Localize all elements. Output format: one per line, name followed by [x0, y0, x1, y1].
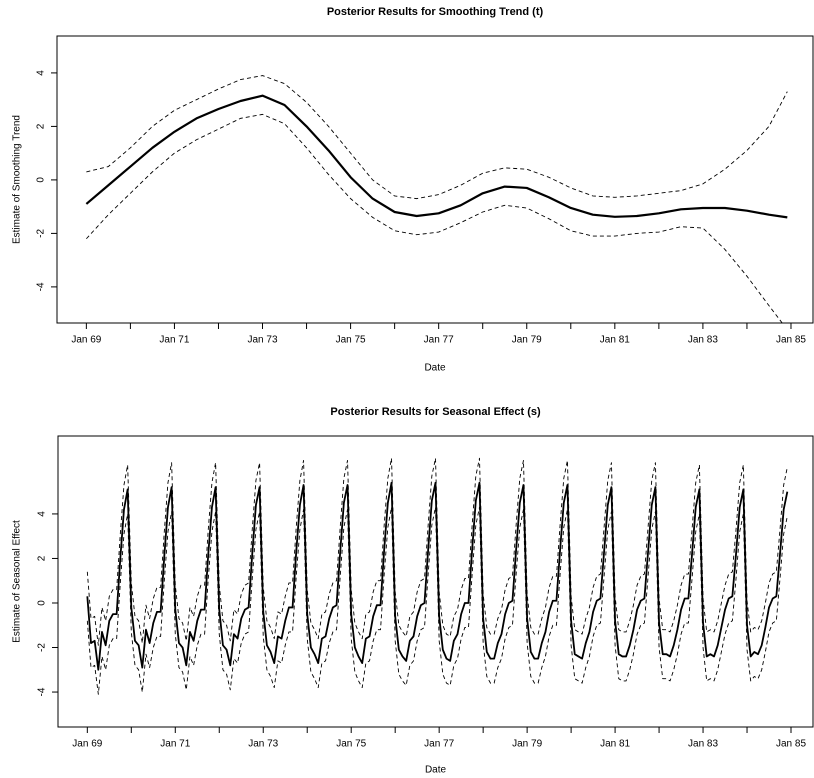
x-tick-label: Jan 81: [600, 739, 630, 750]
x-tick-label: Jan 85: [776, 335, 806, 346]
x-tick-label: Jan 85: [776, 739, 806, 750]
x-tick-label: Jan 77: [424, 335, 454, 346]
y-tick-label: 4: [36, 70, 47, 76]
x-tick-label: Jan 79: [512, 739, 542, 750]
x-tick-label: Jan 69: [72, 739, 102, 750]
y-tick-label: 0: [37, 600, 48, 606]
y-tick-label: -4: [36, 282, 47, 291]
x-tick-label: Jan 71: [160, 739, 190, 750]
x-tick-label: Jan 79: [512, 335, 542, 346]
interval-line: [86, 75, 788, 200]
x-tick-label: Jan 83: [688, 739, 718, 750]
plot-frame: [56, 35, 814, 324]
estimate-line: [86, 481, 789, 671]
x-tick-label: Jan 71: [159, 335, 189, 346]
y-tick-label: -4: [37, 687, 48, 696]
chart-title: Posterior Results for Seasonal Effect (s…: [330, 406, 541, 418]
y-tick-label: 4: [37, 511, 48, 517]
chart-title: Posterior Results for Smoothing Trend (t…: [327, 6, 544, 18]
interval-line: [86, 113, 783, 323]
plot-frame: [57, 435, 814, 728]
x-axis-label: Date: [425, 765, 447, 776]
x-tick-label: Jan 81: [600, 335, 630, 346]
x-tick-label: Jan 83: [688, 335, 718, 346]
y-tick-label: -2: [37, 643, 48, 652]
y-tick-label: 2: [37, 555, 48, 561]
x-tick-label: Jan 75: [336, 335, 366, 346]
y-axis-label: Estimate of Smoothing Trend: [12, 115, 23, 244]
x-tick-label: Jan 73: [248, 739, 278, 750]
interval-line: [86, 457, 788, 646]
x-axis-label: Date: [424, 363, 446, 374]
x-tick-label: Jan 69: [71, 335, 101, 346]
estimate-line: [85, 94, 788, 219]
interval-line: [86, 506, 788, 695]
y-tick-label: 0: [36, 177, 47, 183]
y-tick-label: -2: [36, 229, 47, 238]
y-tick-label: 2: [36, 123, 47, 129]
x-tick-label: Jan 77: [424, 739, 454, 750]
x-tick-label: Jan 75: [336, 739, 366, 750]
x-tick-label: Jan 73: [247, 335, 277, 346]
y-axis-label: Estimate of Seasonal Effect: [12, 520, 23, 643]
